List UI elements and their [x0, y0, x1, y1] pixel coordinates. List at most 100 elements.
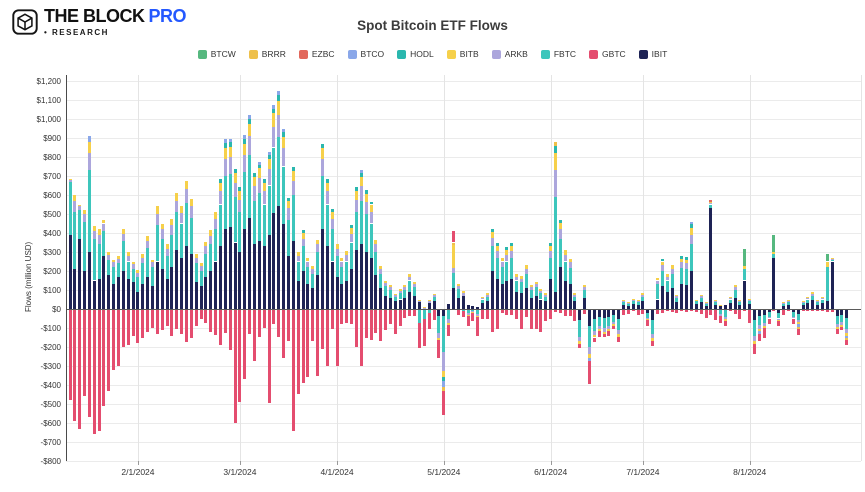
- bar-segment-BTCO[interactable]: [359, 170, 363, 174]
- bar-segment-FBTC[interactable]: [146, 248, 150, 277]
- bar-segment-FBTC[interactable]: [403, 290, 407, 298]
- bar-segment-IBIT[interactable]: [719, 306, 723, 309]
- bar-segment-GBTC[interactable]: [709, 309, 713, 315]
- bar-segment-ARKB[interactable]: [432, 294, 436, 297]
- bar-segment-BITB[interactable]: [257, 168, 261, 178]
- bar-segment-IBIT[interactable]: [612, 309, 616, 315]
- bar-segment-HODL[interactable]: [262, 178, 266, 183]
- bar-segment-ARKB[interactable]: [199, 266, 203, 271]
- bar-segment-BITB[interactable]: [306, 257, 310, 262]
- bar-segment-FBTC[interactable]: [243, 172, 247, 230]
- bar-segment-FBTC[interactable]: [806, 299, 810, 304]
- bar-segment-FBTC[interactable]: [563, 261, 567, 281]
- bar-segment-IBIT[interactable]: [204, 276, 208, 309]
- bar-segment-FBTC[interactable]: [291, 195, 295, 241]
- bar-segment-ARKB[interactable]: [345, 254, 349, 262]
- bar-segment-BITB[interactable]: [296, 252, 300, 256]
- bar-segment-GBTC[interactable]: [544, 309, 548, 322]
- bar-segment-BITB[interactable]: [830, 257, 834, 259]
- bar-segment-ARKB[interactable]: [660, 265, 664, 271]
- bar-segment-FBTC[interactable]: [704, 304, 708, 307]
- bar-segment-BITB[interactable]: [767, 318, 771, 320]
- bar-segment-GBTC[interactable]: [228, 309, 232, 350]
- bar-segment-ARKB[interactable]: [112, 262, 116, 268]
- bar-segment-BITB[interactable]: [364, 194, 368, 202]
- bar-segment-FBTC[interactable]: [233, 196, 237, 243]
- bar-segment-GBTC[interactable]: [160, 309, 164, 330]
- bar-segment-ARKB[interactable]: [621, 301, 625, 303]
- bar-segment-HODL[interactable]: [248, 119, 252, 124]
- bar-segment-GBTC[interactable]: [558, 309, 562, 313]
- bar-segment-IBIT[interactable]: [117, 276, 121, 309]
- bar-segment-ARKB[interactable]: [641, 294, 645, 297]
- bar-segment-FBTC[interactable]: [719, 309, 723, 314]
- bar-segment-IBIT[interactable]: [364, 252, 368, 309]
- bar-segment-BTCO[interactable]: [689, 221, 693, 225]
- bar-segment-BITB[interactable]: [500, 257, 504, 262]
- bar-segment-ARKB[interactable]: [806, 297, 810, 300]
- bar-segment-FBTC[interactable]: [791, 311, 795, 317]
- bar-segment-IBIT[interactable]: [665, 291, 669, 309]
- bar-segment-FBTC[interactable]: [626, 304, 630, 307]
- bar-segment-ARKB[interactable]: [262, 191, 266, 205]
- bar-segment-ARKB[interactable]: [403, 287, 407, 290]
- bar-segment-GBTC[interactable]: [151, 309, 155, 328]
- bar-segment-GBTC[interactable]: [136, 309, 140, 344]
- bar-segment-FBTC[interactable]: [515, 280, 519, 292]
- bar-segment-ARKB[interactable]: [359, 186, 363, 201]
- bar-segment-BITB[interactable]: [102, 219, 106, 224]
- bar-segment-GBTC[interactable]: [554, 309, 557, 312]
- bar-segment-ARKB[interactable]: [510, 251, 514, 258]
- bar-segment-GBTC[interactable]: [651, 341, 655, 347]
- bar-segment-HODL[interactable]: [291, 167, 295, 172]
- bar-segment-ARKB[interactable]: [816, 301, 820, 303]
- bar-segment-BTCO[interactable]: [796, 324, 800, 328]
- bar-segment-HODL[interactable]: [359, 173, 363, 177]
- bar-segment-BITB[interactable]: [311, 266, 315, 270]
- bar-segment-GBTC[interactable]: [209, 309, 213, 332]
- bar-segment-IBIT[interactable]: [78, 238, 82, 309]
- bar-segment-BITB[interactable]: [359, 176, 363, 187]
- legend-item-BTCW[interactable]: BTCW: [197, 49, 236, 59]
- bar-segment-ARKB[interactable]: [87, 153, 91, 171]
- bar-segment-GBTC[interactable]: [175, 309, 179, 329]
- bar-segment-GBTC[interactable]: [840, 327, 844, 330]
- bar-segment-FBTC[interactable]: [325, 204, 329, 247]
- bar-segment-ARKB[interactable]: [126, 255, 130, 262]
- bar-segment-FBTC[interactable]: [476, 309, 480, 314]
- bar-segment-BTCO[interactable]: [587, 358, 591, 362]
- bar-segment-ARKB[interactable]: [549, 251, 553, 258]
- bar-segment-ARKB[interactable]: [558, 229, 562, 239]
- bar-segment-FBTC[interactable]: [286, 219, 290, 256]
- bar-segment-BITB[interactable]: [471, 311, 475, 313]
- bar-segment-FBTC[interactable]: [228, 174, 232, 228]
- bar-segment-IBIT[interactable]: [534, 295, 538, 309]
- bar-segment-ARKB[interactable]: [141, 257, 145, 264]
- bar-segment-GBTC[interactable]: [359, 309, 363, 366]
- bar-segment-ARKB[interactable]: [325, 191, 329, 205]
- bar-segment-ARKB[interactable]: [189, 206, 193, 218]
- bar-segment-IBIT[interactable]: [350, 269, 354, 309]
- bar-segment-BITB[interactable]: [131, 261, 135, 265]
- bar-segment-FBTC[interactable]: [131, 269, 135, 283]
- bar-segment-FBTC[interactable]: [189, 217, 193, 254]
- bar-segment-ARKB[interactable]: [330, 218, 334, 230]
- bar-segment-ARKB[interactable]: [252, 186, 256, 201]
- bar-segment-IBIT[interactable]: [699, 302, 703, 309]
- bar-segment-FBTC[interactable]: [354, 212, 358, 251]
- bar-segment-GBTC[interactable]: [262, 309, 266, 328]
- bar-segment-GBTC[interactable]: [753, 344, 757, 354]
- bar-segment-ARKB[interactable]: [442, 351, 446, 371]
- bar-segment-FBTC[interactable]: [685, 269, 689, 286]
- bar-segment-FBTC[interactable]: [170, 234, 174, 268]
- bar-segment-BITB[interactable]: [272, 113, 276, 127]
- bar-segment-BITB[interactable]: [753, 341, 757, 345]
- bar-segment-BITB[interactable]: [524, 265, 528, 270]
- bar-segment-FBTC[interactable]: [617, 318, 621, 330]
- bar-segment-ARKB[interactable]: [136, 272, 140, 277]
- bar-segment-HODL[interactable]: [330, 209, 334, 213]
- bar-segment-GBTC[interactable]: [165, 309, 169, 327]
- bar-segment-ARKB[interactable]: [83, 214, 87, 222]
- bar-segment-ARKB[interactable]: [685, 263, 689, 270]
- bar-segment-IBIT[interactable]: [583, 297, 587, 309]
